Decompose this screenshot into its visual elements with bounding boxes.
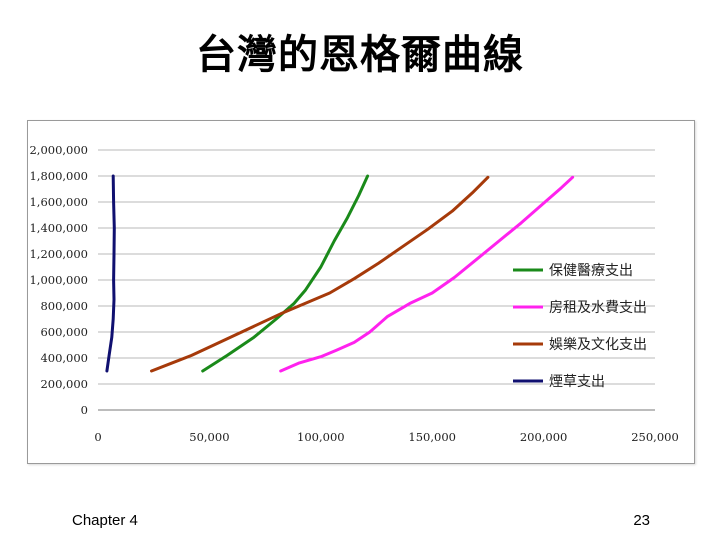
legend-label: 煙草支出 (549, 374, 605, 390)
x-tick-label: 50,000 (189, 430, 229, 444)
series-line-1 (279, 175, 575, 373)
y-tick-label: 1,800,000 (29, 169, 88, 183)
legend-label: 娛樂及文化支出 (549, 336, 647, 353)
x-tick-label: 100,000 (297, 430, 345, 444)
y-tick-label: 1,200,000 (29, 247, 88, 261)
series-line-0 (201, 174, 370, 373)
series-line-3 (105, 174, 116, 373)
y-tick-label: 600,000 (40, 325, 88, 339)
legend-label: 保健醫療支出 (549, 262, 633, 279)
x-tick-label: 200,000 (520, 430, 568, 444)
y-tick-label: 800,000 (40, 299, 88, 313)
y-tick-label: 1,400,000 (29, 221, 88, 235)
chart-panel: 0 200,000 400,000 600,000 800,000 1,000,000 1,… (27, 120, 695, 464)
page-number: 23 (633, 512, 650, 529)
y-tick-label: 200,000 (40, 377, 88, 391)
x-tick-label: 250,000 (631, 430, 679, 444)
legend-label: 房租及水費支出 (549, 300, 647, 316)
slide-title: 台灣的恩格爾曲線 (196, 32, 524, 78)
series-line-2 (150, 175, 490, 373)
chapter-label: Chapter 4 (72, 512, 138, 529)
engel-curve-chart: 0 200,000 400,000 600,000 800,000 1,000,000 1,… (29, 143, 679, 444)
y-tick-label: 400,000 (40, 351, 88, 365)
x-tick-label: 0 (94, 430, 101, 444)
y-tick-label: 1,000,000 (29, 273, 88, 287)
y-tick-label: 2,000,000 (29, 143, 88, 157)
y-tick-label: 0 (81, 403, 88, 417)
x-tick-label: 150,000 (408, 430, 456, 444)
y-tick-label: 1,600,000 (29, 195, 88, 209)
